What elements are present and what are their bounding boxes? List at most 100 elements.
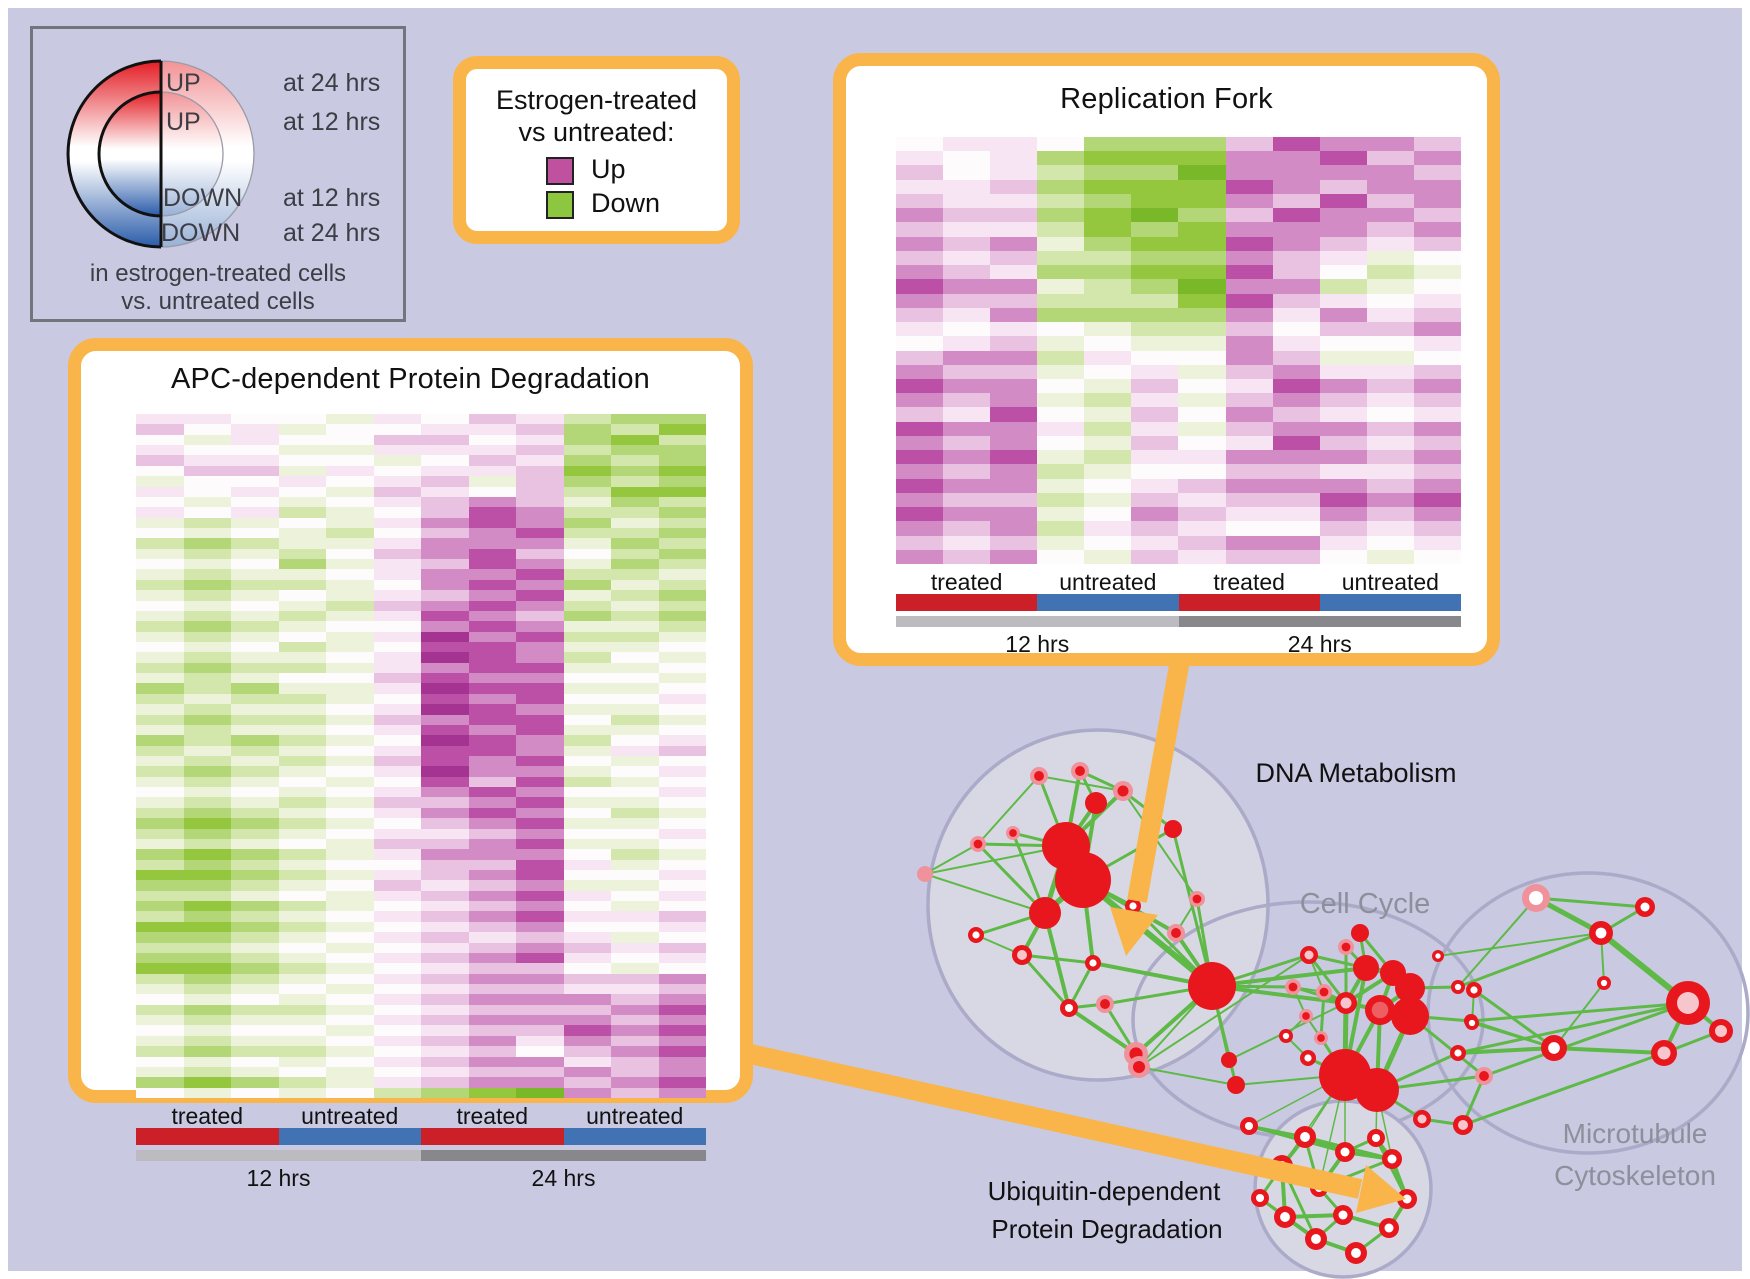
heatmap-cell: [516, 952, 564, 964]
heatmap-cell: [278, 828, 326, 839]
heatmap-cell: [563, 942, 611, 953]
heatmap-cell: [1272, 236, 1320, 251]
heatmap-cell: [1272, 279, 1320, 294]
heatmap-cell: [278, 932, 326, 943]
heatmap-cell: [516, 517, 564, 528]
heatmap-cell: [326, 849, 374, 860]
heatmap-cell: [658, 828, 706, 839]
network-edge: [1210, 966, 1368, 988]
condition-bar-segment: [1319, 594, 1461, 611]
heatmap-cell: [516, 890, 564, 902]
heatmap-cell: [278, 1066, 326, 1078]
heatmap-cell: [183, 527, 231, 539]
heatmap-cell: [1413, 179, 1461, 194]
heatmap-cell: [1037, 222, 1085, 237]
replication-condition-bar: [896, 594, 1461, 611]
heatmap-cell: [611, 818, 659, 829]
heatmap-cell: [278, 973, 326, 984]
heatmap-cell: [231, 1087, 279, 1098]
heatmap-cell: [468, 818, 516, 829]
replication-panel-title: Replication Fork: [1060, 83, 1273, 115]
network-node-core: [1677, 992, 1699, 1014]
heatmap-cell: [136, 787, 184, 798]
heatmap-cell: [611, 652, 659, 663]
heatmap-cell: [373, 641, 421, 653]
heatmap-cell: [1178, 407, 1226, 422]
heatmap-cell: [943, 208, 991, 223]
arrow-shaft-replication-to-dna: [1127, 658, 1190, 903]
heatmap-cell: [136, 1066, 184, 1078]
heatmap-cell: [183, 548, 231, 560]
heatmap-cell: [611, 766, 659, 777]
heatmap-cell: [421, 1077, 469, 1088]
heatmap-cell: [231, 517, 279, 528]
heatmap-cell: [136, 797, 184, 808]
heatmap-cell: [421, 724, 469, 736]
network-node-core: [1304, 1054, 1312, 1062]
heatmap-cell: [468, 434, 516, 446]
heatmap-cell: [421, 818, 469, 829]
heatmap-cell: [516, 1066, 564, 1078]
heatmap-cell: [516, 745, 564, 756]
heatmap-cell: [183, 641, 231, 653]
heatmap-cell: [1272, 549, 1320, 564]
heatmap-cell: [1225, 393, 1273, 408]
heatmap-cell: [1225, 193, 1273, 209]
heatmap-cell: [183, 735, 231, 746]
heatmap-cell: [611, 486, 659, 497]
network-node: [917, 866, 933, 882]
heatmap-cell: [373, 921, 421, 933]
heatmap-cell: [1366, 464, 1414, 479]
heatmap-cell: [421, 828, 469, 839]
heatmap-cell: [658, 849, 706, 860]
network-node-core: [1458, 1120, 1468, 1130]
network-edge: [1138, 1066, 1237, 1086]
heatmap-cell: [421, 963, 469, 974]
heatmap-cell: [326, 745, 374, 756]
heatmap-cell: [611, 538, 659, 549]
heatmap-cell: [611, 932, 659, 943]
heatmap-cell: [136, 766, 184, 777]
heatmap-cell: [1225, 421, 1273, 436]
heatmap-cell: [1037, 193, 1085, 209]
heatmap-cell: [943, 450, 991, 465]
heatmap-cell: [373, 963, 421, 974]
replication-heatmap: [896, 137, 1461, 564]
heatmap-cell: [611, 724, 659, 736]
heatmap-cell: [943, 364, 991, 379]
heatmap-cell: [231, 952, 279, 964]
heatmap-cell: [421, 994, 469, 1005]
heatmap-cell: [136, 735, 184, 746]
heatmap-cell: [658, 445, 706, 456]
heatmap-cell: [611, 507, 659, 518]
heatmap-cell: [373, 1025, 421, 1036]
heatmap-cell: [658, 859, 706, 870]
heatmap-cell: [231, 631, 279, 642]
heatmap-cell: [231, 755, 279, 767]
heatmap-cell: [1225, 435, 1273, 451]
heatmap-cell: [373, 527, 421, 539]
heatmap-cell: [1131, 265, 1179, 280]
heatmap-cell: [1084, 393, 1132, 408]
heatmap-cell: [563, 859, 611, 870]
heatmap-cell: [1272, 222, 1320, 237]
heatmap-cell: [990, 307, 1038, 323]
heatmap-cell: [373, 869, 421, 881]
heatmap-cell: [1084, 222, 1132, 237]
heatmap-cell: [1178, 378, 1226, 394]
heatmap-cell: [373, 496, 421, 508]
heatmap-cell: [421, 414, 469, 425]
heatmap-cell: [516, 662, 564, 674]
heatmap-cell: [421, 517, 469, 528]
heatmap-cell: [1413, 307, 1461, 323]
heatmap-cell: [373, 445, 421, 456]
heatmap-cell: [373, 704, 421, 715]
heatmap-cell: [943, 421, 991, 436]
heatmap-cell: [1319, 307, 1367, 323]
network-node-core: [1340, 1147, 1350, 1157]
heatmap-cell: [1272, 393, 1320, 408]
heatmap-cell: [1319, 137, 1367, 152]
heatmap-cell: [468, 735, 516, 746]
heatmap-cell: [373, 579, 421, 591]
heatmap-cell: [231, 735, 279, 746]
